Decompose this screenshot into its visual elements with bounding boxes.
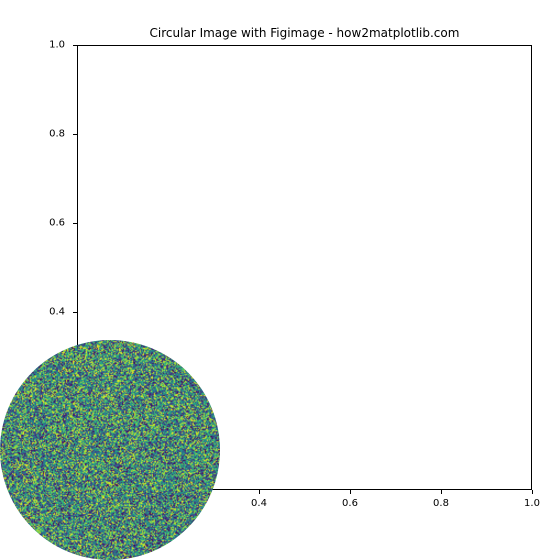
y-tick-label: 0.8 bbox=[49, 129, 65, 140]
y-tick-mark bbox=[73, 312, 77, 313]
y-tick-mark bbox=[73, 223, 77, 224]
y-tick-label: 0.6 bbox=[49, 218, 65, 229]
y-tick-mark bbox=[73, 134, 77, 135]
figimage-noise-canvas bbox=[0, 340, 220, 560]
y-tick-label: 0.4 bbox=[49, 307, 65, 318]
chart-title: Circular Image with Figimage - how2matpl… bbox=[77, 26, 532, 40]
x-tick-mark bbox=[441, 490, 442, 494]
x-tick-mark bbox=[350, 490, 351, 494]
figure: Circular Image with Figimage - how2matpl… bbox=[0, 0, 560, 560]
circular-figimage bbox=[0, 340, 220, 560]
x-tick-label: 0.8 bbox=[433, 498, 449, 509]
x-tick-label: 1.0 bbox=[524, 498, 540, 509]
y-tick-label: 1.0 bbox=[49, 40, 65, 51]
x-tick-mark bbox=[259, 490, 260, 494]
x-tick-mark bbox=[532, 490, 533, 494]
y-tick-mark bbox=[73, 45, 77, 46]
x-tick-label: 0.6 bbox=[342, 498, 358, 509]
x-tick-label: 0.4 bbox=[251, 498, 267, 509]
